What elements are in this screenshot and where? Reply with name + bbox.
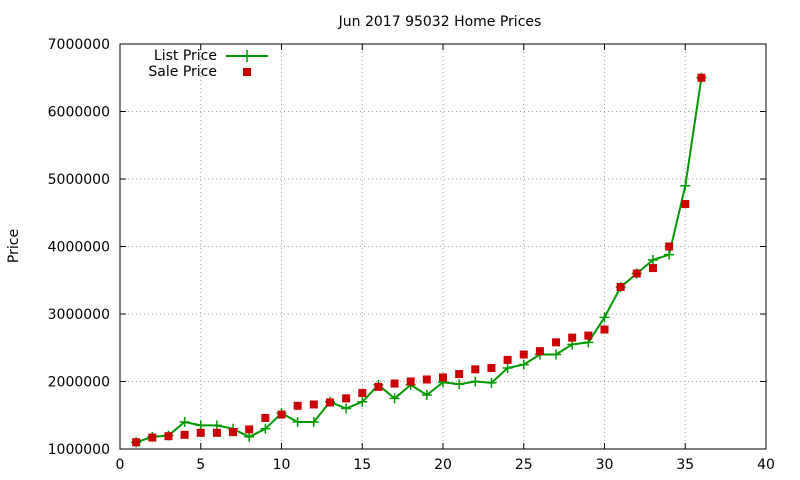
data-point-list-price bbox=[454, 379, 465, 390]
chart-title: Jun 2017 95032 Home Prices bbox=[338, 14, 542, 30]
data-point-list-price bbox=[244, 431, 255, 442]
x-tick-label: 5 bbox=[196, 457, 205, 473]
data-point-sale-price bbox=[390, 379, 399, 388]
axis-ticks bbox=[119, 43, 767, 450]
data-point-sale-price bbox=[681, 199, 690, 208]
data-point-sale-price bbox=[600, 325, 609, 334]
data-point-sale-price bbox=[519, 350, 528, 359]
data-point-sale-price bbox=[455, 370, 464, 379]
data-point-sale-price bbox=[535, 347, 544, 356]
y-tick-label: 2000000 bbox=[48, 375, 110, 391]
data-point-sale-price bbox=[148, 433, 157, 442]
data-point-sale-price bbox=[616, 283, 625, 291]
data-point-list-price bbox=[518, 359, 529, 370]
data-point-list-price bbox=[502, 363, 513, 373]
data-point-sale-price bbox=[584, 331, 593, 340]
series bbox=[131, 72, 707, 448]
data-point-list-price bbox=[421, 390, 432, 400]
y-tick-label: 6000000 bbox=[48, 105, 110, 121]
data-point-sale-price bbox=[309, 400, 318, 409]
data-point-list-price bbox=[551, 349, 562, 360]
data-point-sale-price bbox=[293, 401, 302, 410]
y-tick-label: 5000000 bbox=[48, 172, 110, 188]
data-point-sale-price bbox=[196, 428, 205, 437]
x-tick-label: 0 bbox=[116, 457, 125, 473]
data-point-sale-price bbox=[422, 375, 431, 384]
data-point-sale-price bbox=[325, 398, 334, 407]
data-point-sale-price bbox=[665, 242, 674, 251]
data-point-sale-price bbox=[245, 425, 254, 434]
data-point-sale-price bbox=[132, 438, 141, 447]
y-tick-label: 1000000 bbox=[48, 442, 110, 458]
data-point-list-price bbox=[308, 417, 319, 427]
data-point-list-price bbox=[292, 417, 303, 427]
data-point-sale-price bbox=[374, 382, 383, 391]
y-tick-labels: 1000000 2000000 3000000 4000000 5000000 60000… bbox=[48, 37, 110, 458]
series-line-list-price bbox=[135, 77, 703, 444]
data-point-list-price bbox=[664, 249, 675, 260]
legend-label-list-price: List Price bbox=[154, 48, 217, 64]
data-point-sale-price bbox=[358, 388, 367, 397]
data-point-list-price bbox=[179, 417, 190, 427]
y-tick-label: 3000000 bbox=[48, 307, 110, 323]
y-axis-label: Price bbox=[6, 229, 22, 263]
data-point-sale-price bbox=[503, 355, 512, 364]
data-point-sale-price bbox=[487, 364, 496, 372]
data-point-list-price bbox=[486, 377, 497, 388]
data-point-sale-price bbox=[552, 338, 561, 347]
data-point-list-price bbox=[195, 420, 206, 431]
legend: List Price Sale Price bbox=[148, 48, 268, 80]
data-point-sale-price bbox=[212, 428, 221, 437]
x-tick-label: 40 bbox=[757, 457, 775, 473]
data-point-list-price bbox=[211, 420, 222, 431]
data-point-sale-price bbox=[697, 73, 706, 82]
data-point-list-price bbox=[647, 255, 658, 265]
x-tick-label: 20 bbox=[434, 457, 452, 473]
data-point-sale-price bbox=[180, 430, 189, 439]
data-point-list-price bbox=[357, 396, 368, 407]
legend-marker-list-price bbox=[241, 50, 253, 62]
x-tick-labels: 0 5 10 15 20 25 30 35 40 bbox=[116, 457, 775, 473]
x-tick-label: 35 bbox=[676, 457, 694, 473]
y-tick-label: 4000000 bbox=[48, 240, 110, 256]
data-point-list-price bbox=[389, 393, 400, 404]
data-point-list-price bbox=[680, 180, 691, 191]
data-point-sale-price bbox=[439, 373, 447, 382]
data-point-sale-price bbox=[229, 428, 238, 437]
x-tick-label: 15 bbox=[353, 457, 371, 473]
data-point-sale-price bbox=[277, 410, 286, 419]
data-point-sale-price bbox=[342, 394, 351, 403]
data-point-sale-price bbox=[632, 269, 641, 278]
x-tick-label: 10 bbox=[273, 457, 291, 473]
data-point-sale-price bbox=[261, 413, 270, 422]
data-point-list-price bbox=[470, 376, 481, 387]
data-point-sale-price bbox=[568, 333, 577, 342]
y-tick-label: 7000000 bbox=[48, 37, 110, 53]
x-tick-label: 30 bbox=[596, 457, 614, 473]
data-point-list-price bbox=[341, 403, 352, 414]
data-point-sale-price bbox=[164, 432, 173, 441]
x-tick-label: 25 bbox=[515, 457, 533, 473]
data-point-sale-price bbox=[648, 264, 657, 273]
legend-marker-sale-price bbox=[243, 68, 251, 76]
data-point-sale-price bbox=[406, 377, 415, 386]
data-point-sale-price bbox=[471, 365, 480, 374]
data-point-list-price bbox=[260, 423, 271, 434]
legend-label-sale-price: Sale Price bbox=[148, 64, 217, 80]
data-point-list-price bbox=[599, 312, 610, 323]
